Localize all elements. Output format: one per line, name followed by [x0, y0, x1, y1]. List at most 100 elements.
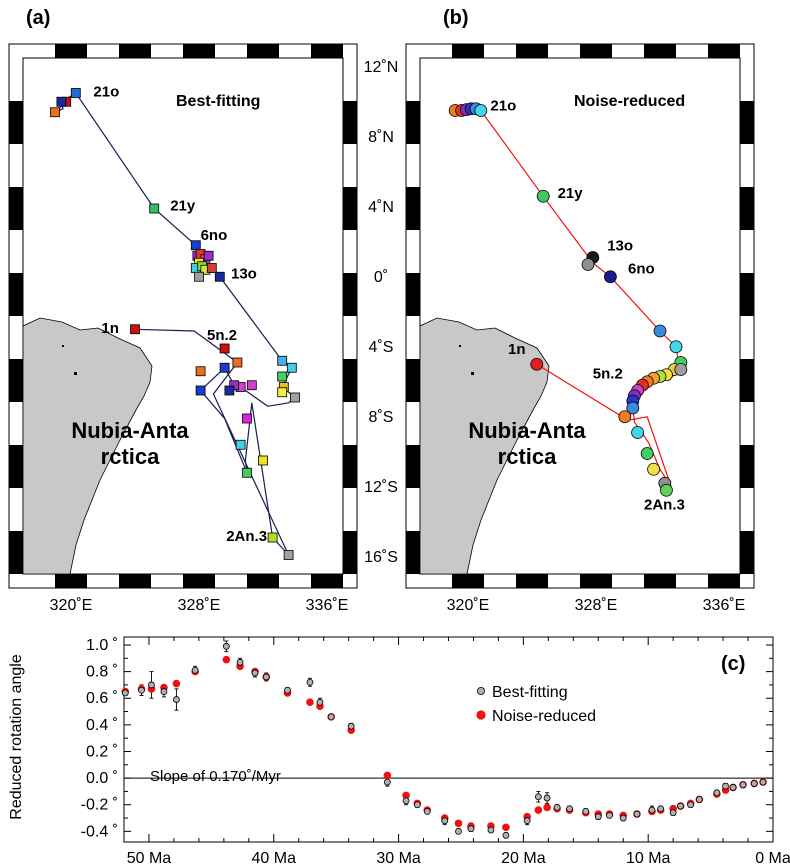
best-fitting-point: [543, 794, 551, 802]
y-tick-label: 0.4 ˚: [86, 717, 118, 734]
best-fitting-point: [633, 810, 641, 818]
pole-marker: [647, 462, 660, 476]
south-america-coast-b: [420, 317, 550, 574]
land-b: [420, 317, 550, 574]
best-fitting-point: [582, 807, 590, 815]
slope-annotation: Slope of 0.170˚/Myr: [150, 768, 281, 785]
frame-segment: [708, 44, 740, 58]
frame-segment: [516, 44, 548, 58]
south-america-coast-a: [23, 317, 153, 574]
pole-marker: [190, 240, 201, 251]
best-fitting-point: [121, 689, 129, 697]
island-b1: [471, 372, 474, 375]
pole-marker: [203, 250, 214, 261]
pole-marker: [214, 271, 225, 282]
frame-segment: [247, 44, 279, 58]
chron-label: 2An.3: [644, 497, 685, 514]
x-tick-label: 0 Ma: [755, 850, 790, 867]
latitude-tick-label: 4˚N: [368, 199, 394, 216]
island-b2: [459, 345, 461, 347]
frame-segment: [311, 44, 343, 58]
pole-marker: [242, 467, 252, 478]
frame-segment: [406, 445, 420, 488]
pole-marker: [626, 401, 640, 415]
best-fitting-point: [713, 789, 721, 797]
panel-b-letter: (b): [443, 7, 469, 29]
frame-segment: [406, 273, 420, 316]
frame-segment: [580, 44, 612, 58]
latitude-tick-label: 12˚N: [364, 59, 399, 76]
longitude-tick-label: 320˚E: [447, 597, 490, 614]
pole-marker: [640, 447, 654, 460]
frame-segment: [343, 445, 357, 488]
best-fitting-point: [502, 831, 510, 839]
best-fitting-point: [316, 698, 324, 706]
frame-segment: [740, 531, 754, 574]
frame-segment: [55, 574, 87, 588]
pole-marker: [224, 385, 235, 396]
y-tick-label: 0.0 ˚: [86, 770, 118, 787]
island-a2: [62, 345, 64, 347]
noise-reduced-point: [454, 819, 463, 828]
frame-segment: [452, 574, 484, 588]
best-fitting-point: [487, 826, 495, 834]
best-fitting-point: [523, 817, 531, 825]
legend-label-best: Best-fitting: [492, 684, 568, 701]
pole-marker: [258, 455, 268, 466]
chron-label: 21o: [93, 84, 119, 101]
latitude-tick-label: 0˚: [374, 269, 388, 286]
x-tick-label: 10 Ma: [626, 850, 671, 867]
chron-label: 5n.2: [593, 365, 623, 382]
pole-marker: [195, 366, 206, 377]
best-fitting-point: [687, 801, 695, 809]
pole-marker: [581, 258, 595, 271]
best-fitting-point: [739, 781, 747, 789]
frame-segment: [740, 359, 754, 402]
best-fitting-point: [759, 778, 767, 786]
chron-label: 6no: [201, 227, 228, 244]
frame-segment: [644, 574, 676, 588]
longitude-tick-label: 320˚E: [50, 597, 93, 614]
pole-marker: [277, 371, 288, 382]
pole-marker: [235, 439, 246, 450]
frame-segment: [9, 359, 23, 402]
legend-marker-noise: [476, 710, 486, 720]
chron-label: 13o: [607, 238, 633, 255]
pole-marker: [618, 410, 632, 424]
best-fitting-point: [534, 793, 542, 801]
legend-marker-best: [476, 687, 485, 696]
best-fitting-point: [722, 782, 729, 790]
map-b-data: 21o 21y 13o 6no 1n 5n.2 2An.3: [448, 98, 688, 514]
best-fitting-point: [695, 796, 703, 803]
chron-label: 1n: [508, 341, 526, 358]
map-a-data: 21o 21y 6no 13o 1n 5n.2 2An.3: [50, 84, 300, 560]
longitude-tick-label: 328˚E: [178, 597, 221, 614]
frame-segment: [183, 44, 215, 58]
latitude-tick-label: 4˚S: [369, 339, 394, 356]
land-a: [23, 317, 153, 574]
best-fitting-point: [327, 713, 335, 721]
best-fitting-point: [750, 780, 758, 787]
pole-marker: [219, 343, 230, 354]
frame-segment: [708, 574, 740, 588]
pole-marker: [277, 387, 288, 398]
latitude-tick-labels: 12˚N 8˚N 4˚N 0˚ 4˚S 8˚S 12˚S 16˚S: [364, 59, 399, 566]
best-fitting-point: [173, 696, 180, 703]
frame-segment: [9, 531, 23, 574]
best-fitting-point: [383, 778, 391, 786]
panel-c-axes: 50 Ma 40 Ma 30 Ma 20 Ma 10 Ma 0 Ma 1.0 ˚ 0.8 ˚ 0…: [81, 637, 790, 867]
pole-marker: [631, 426, 644, 439]
pole-marker: [474, 104, 488, 117]
best-fitting-point: [467, 825, 475, 833]
frame-segment: [343, 531, 357, 574]
chron-label: 13o: [231, 266, 257, 283]
noise-reduced-point: [222, 655, 231, 664]
pole-marker: [290, 392, 300, 403]
chron-label: 6no: [628, 260, 655, 277]
y-tick-label: 0.2 ˚: [86, 743, 118, 760]
region-label-a-wrap: Nubia-Antarctica: [71, 418, 188, 469]
noise-reduced-point: [172, 679, 181, 688]
best-fitting-point: [222, 642, 230, 650]
x-tick-label: 50 Ma: [127, 850, 172, 867]
pole-marker: [246, 380, 257, 391]
